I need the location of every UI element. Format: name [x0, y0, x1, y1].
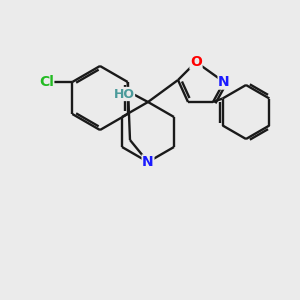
Text: N: N	[218, 75, 230, 89]
Text: O: O	[190, 55, 202, 69]
Text: Cl: Cl	[39, 75, 54, 89]
Text: N: N	[142, 155, 154, 169]
Text: HO: HO	[113, 88, 134, 100]
